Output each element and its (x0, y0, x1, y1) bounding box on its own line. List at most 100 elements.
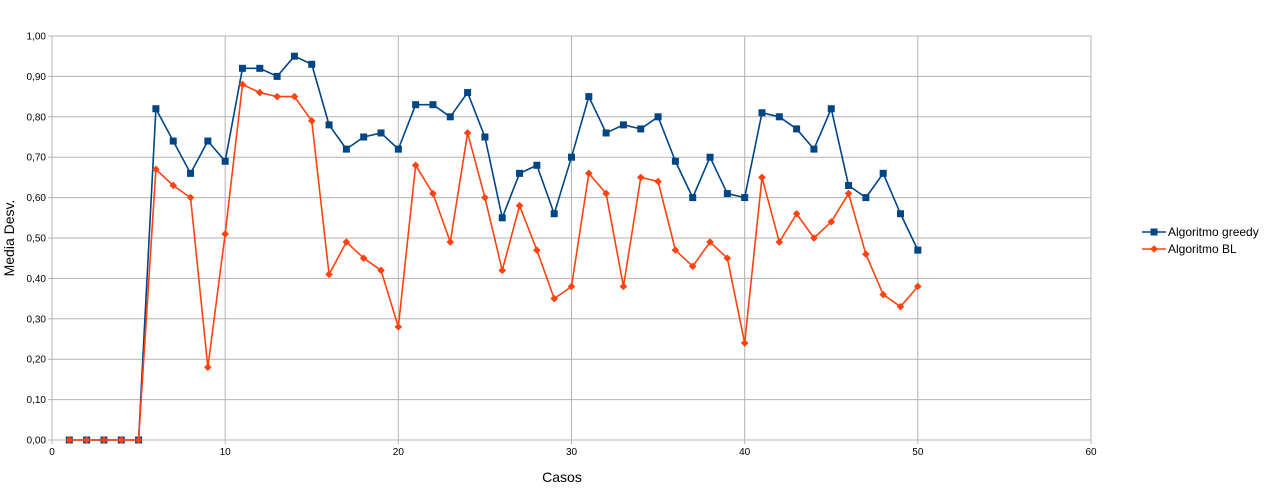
data-point (290, 92, 299, 101)
y-tick-label: 0,30 (27, 314, 47, 325)
data-point (758, 173, 766, 182)
data-point (204, 137, 212, 145)
data-point (498, 266, 507, 275)
y-tick-label: 0,80 (27, 112, 47, 123)
grid-lines (51, 35, 1092, 441)
data-point (827, 218, 836, 226)
data-point (463, 129, 472, 137)
data-point (567, 282, 576, 291)
data-point (897, 210, 905, 218)
legend-marker (1150, 228, 1158, 236)
legend-item: Algoritmo BL (1142, 242, 1237, 256)
legend-label: Algoritmo BL (1168, 242, 1237, 256)
data-point (689, 194, 697, 202)
data-point (238, 80, 247, 89)
data-point (411, 161, 420, 170)
data-point (429, 101, 437, 109)
data-point (810, 145, 818, 153)
data-point (325, 121, 333, 129)
legend: Algoritmo greedy Algoritmo BL (1142, 225, 1259, 256)
data-point (879, 169, 887, 177)
data-point (619, 121, 627, 129)
data-point (516, 169, 524, 177)
y-tick-label: 0,00 (27, 436, 47, 447)
data-point (862, 250, 870, 258)
x-axis-title: Casos (542, 469, 582, 485)
data-point (186, 193, 195, 202)
data-point (464, 89, 472, 97)
data-point (585, 169, 593, 178)
data-point (117, 436, 126, 444)
legend-marker (1150, 245, 1158, 253)
data-point (342, 145, 350, 153)
data-point (169, 181, 178, 190)
data-point (481, 133, 489, 141)
data-point (100, 436, 108, 444)
x-tick-label: 40 (739, 447, 751, 458)
y-tick-label: 0,90 (27, 72, 47, 83)
data-point (429, 189, 437, 198)
data-point (550, 210, 558, 218)
data-point (775, 113, 783, 121)
data-point (585, 93, 593, 101)
data-point (671, 246, 680, 254)
data-point (256, 88, 264, 97)
data-point (221, 157, 229, 165)
y-tick-labels: 0,00 0,10 0,20 0,30 0,40 0,50 0,60 0,70 0,80 0,90… (27, 32, 47, 447)
data-point (740, 339, 749, 347)
data-point (914, 246, 922, 254)
data-point (533, 246, 541, 254)
data-point (862, 194, 870, 202)
series-line (69, 83, 919, 441)
data-point (221, 230, 229, 238)
data-point (636, 173, 645, 182)
y-tick-label: 0,20 (27, 355, 47, 366)
data-point (394, 323, 403, 331)
data-point (204, 363, 212, 372)
series-group (65, 52, 922, 444)
data-point (273, 72, 281, 80)
data-point (342, 238, 351, 246)
x-tick-label: 50 (912, 447, 924, 458)
data-point (637, 125, 645, 133)
data-point (706, 238, 714, 246)
data-point (619, 282, 628, 291)
data-point (775, 238, 784, 246)
legend-item: Algoritmo greedy (1142, 225, 1259, 239)
data-point (152, 165, 160, 174)
data-point (723, 190, 731, 198)
data-point (602, 189, 610, 198)
data-point (152, 105, 160, 113)
data-point (412, 101, 420, 109)
data-point (914, 282, 922, 291)
data-point (238, 64, 246, 72)
data-point (654, 177, 662, 186)
data-point (688, 262, 697, 271)
y-tick-label: 0,60 (27, 193, 47, 204)
data-point (793, 125, 801, 133)
data-point (290, 52, 298, 60)
data-point (360, 133, 368, 141)
data-point (273, 92, 281, 101)
data-point (82, 436, 91, 444)
data-point (481, 193, 489, 202)
legend-label: Algoritmo greedy (1168, 225, 1259, 239)
data-point (654, 113, 662, 121)
axes (48, 35, 1092, 444)
series-2 (65, 80, 922, 444)
data-point (568, 153, 575, 161)
series-line (69, 55, 919, 441)
data-point (550, 294, 558, 303)
data-point (498, 214, 506, 222)
data-point (896, 302, 905, 311)
x-tick-labels: 0 10 20 30 40 50 60 (49, 447, 1097, 458)
data-point (169, 137, 177, 145)
y-tick-label: 0,50 (27, 234, 47, 245)
y-tick-label: 1,00 (27, 32, 47, 43)
data-point (844, 189, 853, 198)
data-point (792, 209, 801, 218)
data-point (706, 153, 714, 161)
data-point (394, 145, 402, 153)
data-point (515, 201, 524, 210)
